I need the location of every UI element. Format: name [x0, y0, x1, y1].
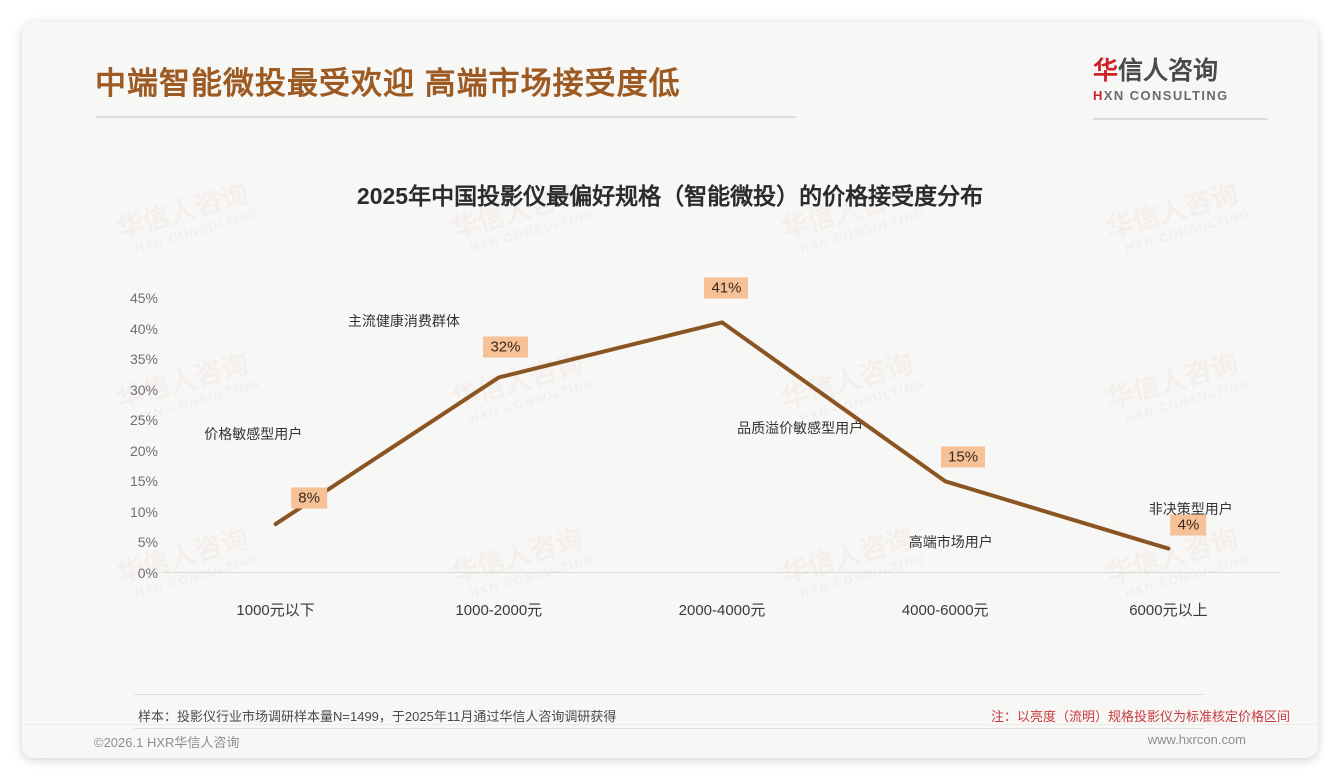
footnote-note: 注：以亮度（流明）规格投影仪为标准核定价格区间: [990, 709, 1290, 724]
footer-divider-bottom: [134, 728, 1204, 729]
y-axis-tick-label: 25%: [129, 412, 158, 429]
data-point-label: 32%: [483, 336, 528, 358]
data-point-label: 8%: [291, 487, 327, 509]
y-axis-tick-label: 20%: [129, 442, 158, 459]
x-axis-tick-label: 6000元以上: [1129, 602, 1208, 619]
page-title: 中端智能微投最受欢迎 高端市场接受度低: [95, 66, 681, 101]
website-link[interactable]: www.hxrcon.com: [1147, 732, 1246, 747]
logo-cn-rest: 信人咨询: [1118, 57, 1219, 85]
chart-annotation: 品质溢价敏感型用户: [737, 419, 864, 436]
y-axis-tick-label: 45%: [129, 290, 158, 306]
x-axis-tick-label: 4000-6000元: [901, 602, 989, 619]
chart-annotation: 非决策型用户: [1148, 501, 1233, 518]
chart-canvas: 8% 32% 41% 15% 4% 价格敏感型用户 主流健康消费群体品质溢价敏感型用户高端市…: [164, 267, 1280, 592]
chart-annotation: 高端市场用户: [908, 533, 993, 550]
y-axis-tick-label: 30%: [129, 381, 158, 398]
chart-annotation: 主流健康消费群体: [347, 312, 460, 329]
x-axis-tick-label: 2000-4000元: [678, 602, 766, 619]
header-divider: [96, 116, 796, 118]
logo-chinese-text: 华信人咨询: [1093, 58, 1268, 84]
data-point-label: 15%: [941, 446, 986, 468]
y-axis-tick-label: 10%: [129, 503, 158, 520]
data-point-label: 4%: [1170, 514, 1207, 536]
company-logo: 华信人咨询 HXN CONSULTING: [1093, 58, 1268, 103]
logo-cn-first-char: 华: [1093, 57, 1119, 85]
footer-divider-top: [134, 694, 1204, 695]
logo-en-first-char: H: [1093, 88, 1104, 104]
data-point-label: 41%: [704, 277, 749, 299]
logo-divider: [1093, 118, 1268, 120]
bottom-bar-divider: [22, 724, 1318, 725]
line-series-svg: [164, 267, 1280, 592]
y-axis-tick-label: 35%: [129, 351, 158, 368]
chart-plot-area: 0% 5% 10% 15% 20% 25% 30% 35% 40% 45% 8% 32% 41% 15%…: [100, 267, 1280, 619]
slide-header: 中端智能微投最受欢迎 高端市场接受度低 华信人咨询 HXN CONSULTING: [22, 22, 1318, 122]
x-axis-baseline: [164, 572, 1280, 573]
footnote-sample: 样本：投影仪行业市场调研样本量N=1499，于2025年11月通过华信人咨询调研…: [138, 709, 617, 724]
y-axis-tick-label: 0%: [137, 565, 158, 581]
logo-en-rest: XN CONSULTING: [1103, 88, 1229, 104]
slide: 华信人咨询 HXN CONSULTING 华信人咨询 HXN CONSULTING 华信…: [22, 22, 1318, 758]
bottom-bar: ©2026.1 HXR华信人咨询 www.hxrcon.com: [22, 724, 1318, 758]
x-axis-labels: 1000元以下 1000-2000元 2000-4000元 4000-6000元 600…: [164, 599, 1280, 627]
x-axis-tick-label: 1000元以下: [236, 602, 315, 619]
x-axis-tick-label: 1000-2000元: [455, 602, 543, 619]
copyright-text: ©2026.1 HXR华信人咨询: [94, 735, 240, 750]
y-axis-tick-label: 15%: [129, 473, 158, 490]
chart-title: 2025年中国投影仪最偏好规格（智能微投）的价格接受度分布: [356, 183, 984, 209]
y-axis-tick-label: 5%: [137, 534, 158, 551]
y-axis: 0% 5% 10% 15% 20% 25% 30% 35% 40% 45%: [100, 267, 158, 581]
line-series-path: [276, 322, 1169, 548]
y-axis-tick-label: 40%: [129, 320, 158, 337]
logo-english-text: HXN CONSULTING: [1093, 88, 1268, 103]
chart-annotation: 价格敏感型用户: [204, 426, 303, 443]
